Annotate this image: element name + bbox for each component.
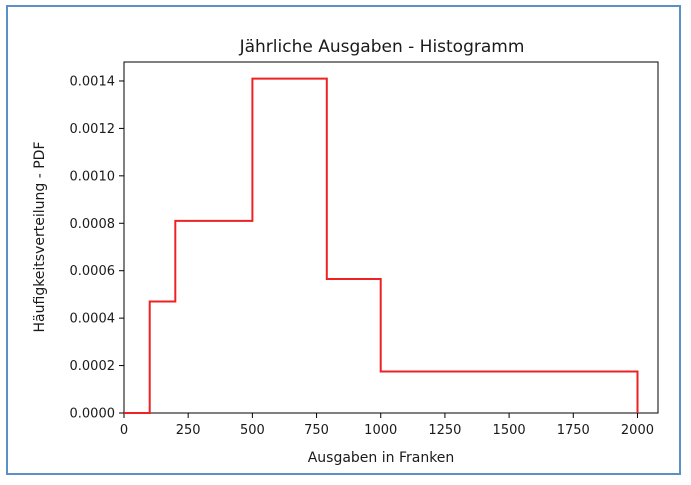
x-axis-label: Ausgaben in Franken <box>308 450 455 466</box>
y-tick-label: 0.0006 <box>70 264 116 279</box>
y-tick-label: 0.0010 <box>70 169 116 184</box>
x-tick-label: 1250 <box>428 423 461 438</box>
x-tick-label: 1000 <box>364 423 397 438</box>
y-tick-label: 0.0000 <box>70 407 116 422</box>
x-tick-label: 250 <box>176 423 201 438</box>
x-tick-label: 750 <box>304 423 329 438</box>
x-tick-label: 2000 <box>621 423 654 438</box>
x-tick-label: 0 <box>120 423 128 438</box>
chart-title: Jährliche Ausgaben - Histogramm <box>239 37 525 57</box>
x-tick-label: 1500 <box>493 423 526 438</box>
screenshot-frame <box>6 5 681 475</box>
x-tick-label: 1750 <box>557 423 590 438</box>
y-tick-label: 0.0008 <box>70 217 116 232</box>
plot-area-frame <box>123 61 659 414</box>
histogram-step-line <box>124 77 639 414</box>
y-tick-label: 0.0012 <box>70 122 116 137</box>
y-tick-label: 0.0002 <box>70 359 116 374</box>
y-tick-label: 0.0014 <box>70 74 116 89</box>
y-axis-ticks: 0.0000 0.0002 0.0004 0.0006 0.0008 0.0010 0.00… <box>70 74 124 422</box>
x-tick-label: 500 <box>240 423 265 438</box>
x-axis-ticks: 0 250 500 750 1000 1250 1500 1750 2000 <box>120 413 654 438</box>
y-tick-label: 0.0004 <box>70 312 116 327</box>
y-axis-label: Häufigkeitsverteilung - PDF <box>32 142 48 333</box>
